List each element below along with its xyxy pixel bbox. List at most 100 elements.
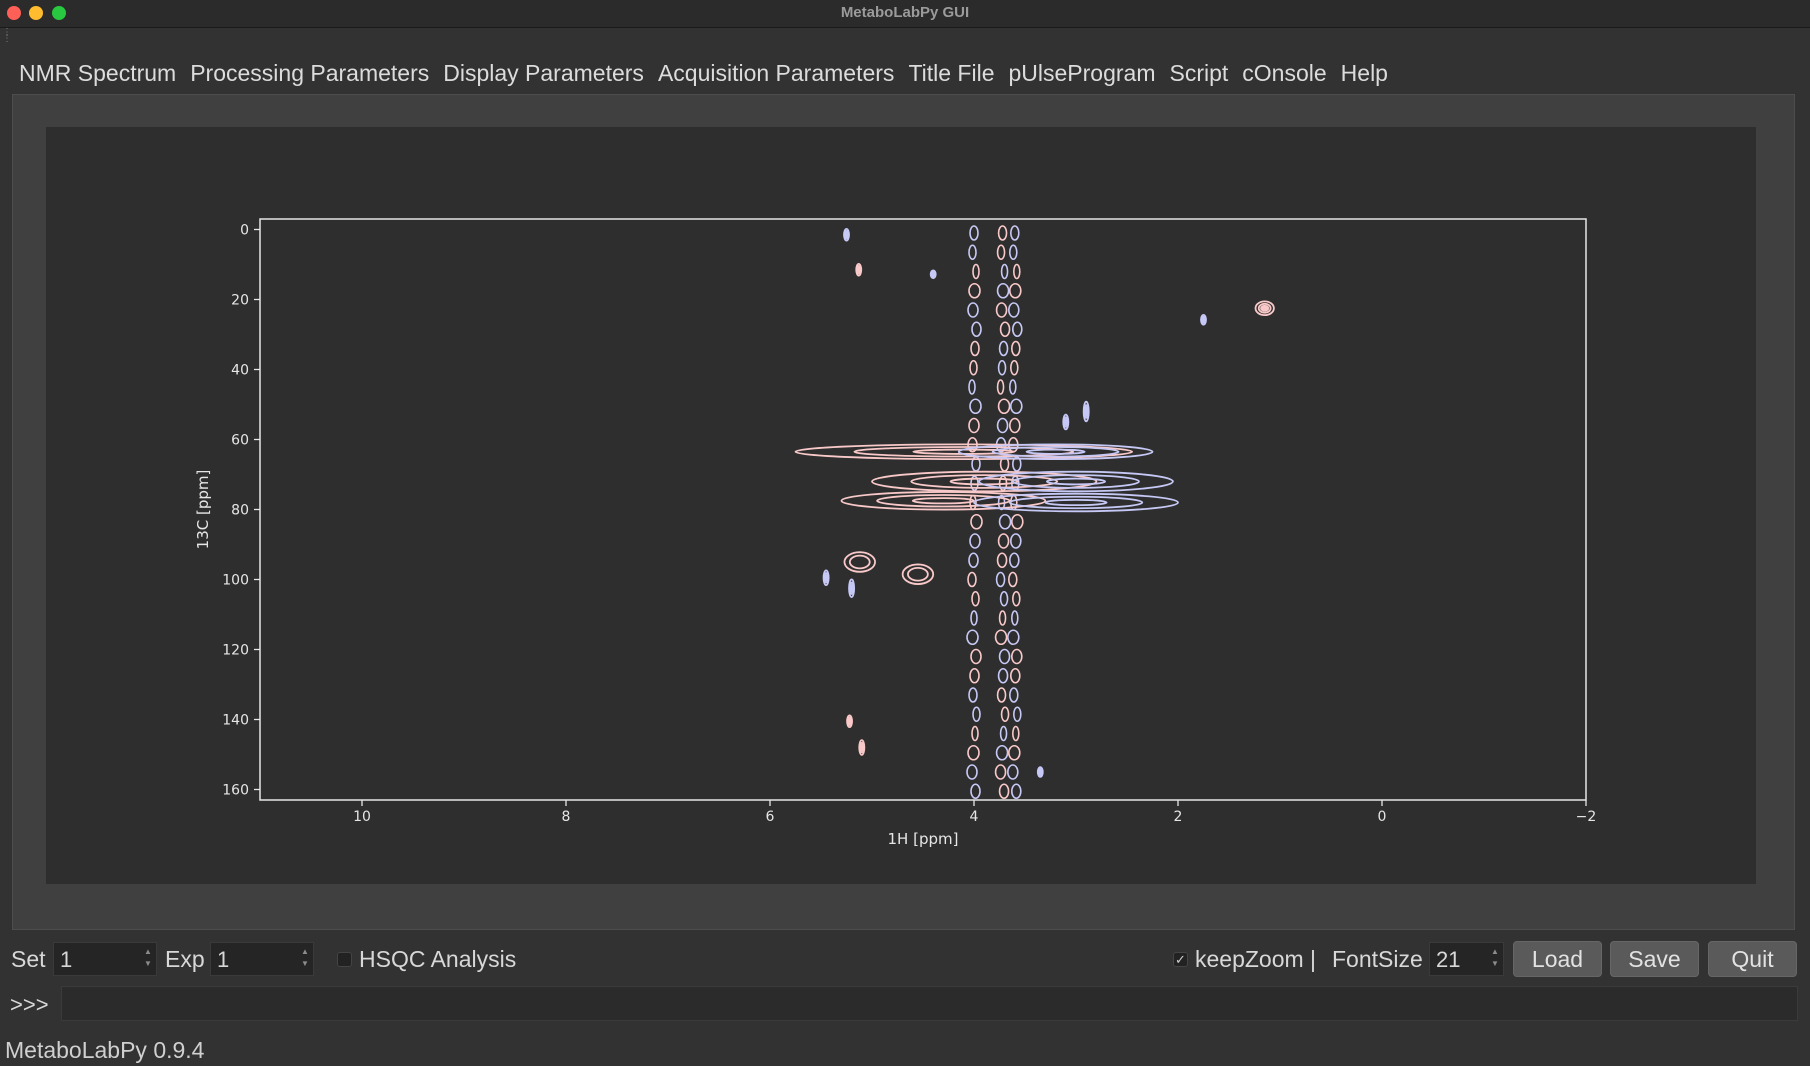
y-tick-label: 160 <box>222 783 249 799</box>
contour-streak-blob <box>972 263 980 280</box>
spin-arrows-icon[interactable]: ▲ ▼ <box>301 947 309 968</box>
tab-help[interactable]: Help <box>1340 60 1388 86</box>
drag-grip-icon[interactable]: ⋮ ⋮ <box>2 27 12 44</box>
contour-peak <box>973 492 1179 513</box>
contour-streak-blob <box>970 648 982 665</box>
exp-spinbox[interactable]: 1 ▲ ▼ <box>210 942 314 976</box>
contour-streak-blob <box>1011 321 1023 338</box>
contour-streak-blob <box>995 302 1008 318</box>
spectrum-canvas[interactable]: 10 8 6 4 2 0 −2 0 20 40 60 80 100 120 140 160 1H [ppm] 13… <box>46 127 1756 884</box>
control-bar: Set 1 ▲ ▼ Exp 1 ▲ ▼ HSQC Analysis ✓ keepZo… <box>0 938 1810 982</box>
contour-streak-blob <box>998 610 1007 626</box>
fontsize-spinbox[interactable]: 21 ▲ ▼ <box>1429 942 1504 976</box>
contour-peak <box>794 443 1134 460</box>
quit-button[interactable]: Quit <box>1708 941 1797 977</box>
x-tick-label: 2 <box>1174 809 1183 825</box>
contour-streak-blob <box>1011 456 1022 472</box>
contour-peak <box>991 446 1120 458</box>
close-window-button[interactable] <box>7 6 21 20</box>
set-label: Set <box>11 946 46 972</box>
console-input[interactable] <box>61 986 1798 1021</box>
checkmark-icon: ✓ <box>1175 952 1186 967</box>
minimize-window-button[interactable] <box>29 6 43 20</box>
keepzoom-checkbox[interactable]: ✓ <box>1173 952 1188 967</box>
tab-pulse-program[interactable]: pUlseProgram <box>1008 60 1156 86</box>
contour-peak <box>853 446 1075 458</box>
contour-streak-blob <box>997 667 1009 684</box>
contour-streak-blob <box>996 552 1008 569</box>
contour-peak-core <box>824 574 828 582</box>
contour-streak-blob <box>1010 610 1019 626</box>
contour-streak-blob <box>970 340 980 357</box>
contour-streak-blob <box>1011 590 1021 607</box>
contour-streak-blob <box>1008 379 1017 395</box>
contour-peak <box>1200 315 1207 324</box>
contour-peak <box>907 566 929 582</box>
contour-streak-blob <box>997 225 1008 241</box>
contour-streak-blob <box>968 417 980 434</box>
contour-peak-core <box>1064 418 1068 426</box>
tab-console[interactable]: cOnsole <box>1242 60 1327 86</box>
tab-bar: NMR Spectrum Processing Parameters Displ… <box>12 58 1395 96</box>
contour-streak-blob <box>1000 263 1009 280</box>
contour-peak <box>849 581 855 595</box>
contour-peak <box>843 230 850 240</box>
contour-streak-blob <box>1009 398 1023 415</box>
contour-peak <box>1254 300 1275 317</box>
x-tick-label: 10 <box>353 809 371 825</box>
y-tick-label: 40 <box>231 363 249 379</box>
exp-label: Exp <box>165 946 205 972</box>
contour-streak-blob <box>1008 244 1018 261</box>
contour-streak-blob <box>995 744 1009 761</box>
maximize-window-button[interactable] <box>52 6 66 20</box>
y-axis-label: 13C [ppm] <box>194 470 212 550</box>
contour-streak-blob <box>1007 744 1021 761</box>
tab-title-file[interactable]: Title File <box>908 60 995 86</box>
contour-streak-blob <box>1010 513 1024 530</box>
x-tick-label: 8 <box>562 809 571 825</box>
contour-peak <box>1012 474 1140 489</box>
y-tick-label: 140 <box>222 713 249 729</box>
contour-streak-blob <box>1012 263 1021 280</box>
contour-streak-blob <box>970 783 981 800</box>
spin-arrows-icon[interactable]: ▲ ▼ <box>1491 947 1499 968</box>
contour-streak-blob <box>971 590 980 607</box>
contour-peak <box>910 474 1059 489</box>
contour-streak-blob <box>972 706 981 723</box>
x-axis-label: 1H [ppm] <box>888 830 959 848</box>
contour-streak-blob <box>971 321 982 338</box>
tab-processing-parameters[interactable]: Processing Parameters <box>190 60 430 86</box>
save-button[interactable]: Save <box>1610 941 1699 977</box>
contour-peak <box>949 477 1019 486</box>
contour-streak-blob <box>994 764 1007 780</box>
tab-script[interactable]: Script <box>1169 60 1229 86</box>
load-button[interactable]: Load <box>1513 941 1602 977</box>
contour-streak-blob <box>1012 706 1022 723</box>
contour-streak-blob <box>997 533 1010 549</box>
tab-acquisition-parameters[interactable]: Acquisition Parameters <box>657 60 895 86</box>
tab-nmr-spectrum[interactable]: NMR Spectrum <box>12 58 184 96</box>
y-tick-label: 80 <box>231 503 249 519</box>
hsqc-analysis-label: HSQC Analysis <box>359 946 517 972</box>
contour-peak <box>1008 495 1144 510</box>
spin-arrows-icon[interactable]: ▲ ▼ <box>144 947 152 968</box>
contour-peak <box>1044 498 1108 507</box>
contour-streak-blob <box>1008 417 1021 434</box>
contour-peak <box>911 497 975 505</box>
tab-display-parameters[interactable]: Display Parameters <box>443 60 644 86</box>
y-tick-label: 60 <box>231 433 249 449</box>
contour-streak-blob <box>1009 225 1020 241</box>
set-spinbox[interactable]: 1 ▲ ▼ <box>53 942 157 976</box>
contour-peak-core <box>1202 317 1205 323</box>
contour-peak <box>876 494 1011 508</box>
console-prompt: >>> <box>10 992 49 1017</box>
contour-streak-blob <box>971 725 979 742</box>
status-bar-text: MetaboLabPy 0.9.4 <box>5 1037 205 1063</box>
exp-value: 1 <box>217 947 230 972</box>
contour-streak-blob <box>996 417 1009 434</box>
hsqc-analysis-checkbox[interactable] <box>337 952 352 967</box>
console-row: >>> <box>0 984 1810 1024</box>
contour-peak <box>1046 477 1106 486</box>
contour-streak-blob <box>966 629 979 646</box>
